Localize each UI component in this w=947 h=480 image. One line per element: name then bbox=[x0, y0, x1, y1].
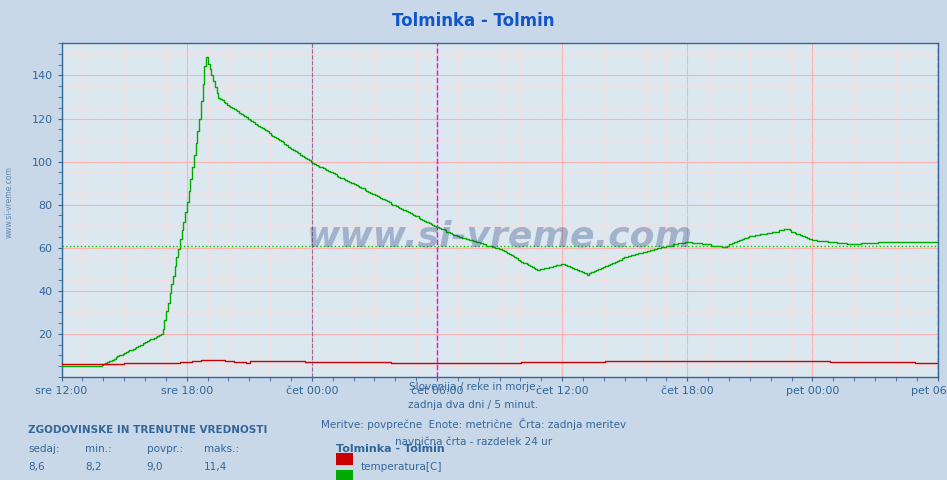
Text: maks.:: maks.: bbox=[204, 444, 239, 454]
Text: 9,0: 9,0 bbox=[147, 462, 163, 472]
Text: ZGODOVINSKE IN TRENUTNE VREDNOSTI: ZGODOVINSKE IN TRENUTNE VREDNOSTI bbox=[28, 425, 268, 435]
Text: www.si-vreme.com: www.si-vreme.com bbox=[307, 220, 692, 254]
Text: 8,2: 8,2 bbox=[85, 462, 102, 472]
Text: Tolminka - Tolmin: Tolminka - Tolmin bbox=[392, 12, 555, 30]
Text: 11,4: 11,4 bbox=[204, 462, 227, 472]
Text: www.si-vreme.com: www.si-vreme.com bbox=[5, 166, 14, 238]
Text: min.:: min.: bbox=[85, 444, 112, 454]
Text: Meritve: povprečne  Enote: metrične  Črta: zadnja meritev: Meritve: povprečne Enote: metrične Črta:… bbox=[321, 418, 626, 430]
Text: 8,6: 8,6 bbox=[28, 462, 45, 472]
Text: sedaj:: sedaj: bbox=[28, 444, 60, 454]
Text: Tolminka - Tolmin: Tolminka - Tolmin bbox=[336, 444, 445, 454]
Text: Slovenija / reke in morje.: Slovenija / reke in morje. bbox=[408, 382, 539, 392]
Text: temperatura[C]: temperatura[C] bbox=[361, 462, 442, 472]
Text: povpr.:: povpr.: bbox=[147, 444, 183, 454]
Text: zadnja dva dni / 5 minut.: zadnja dva dni / 5 minut. bbox=[408, 400, 539, 410]
Text: navpična črta - razdelek 24 ur: navpična črta - razdelek 24 ur bbox=[395, 436, 552, 447]
